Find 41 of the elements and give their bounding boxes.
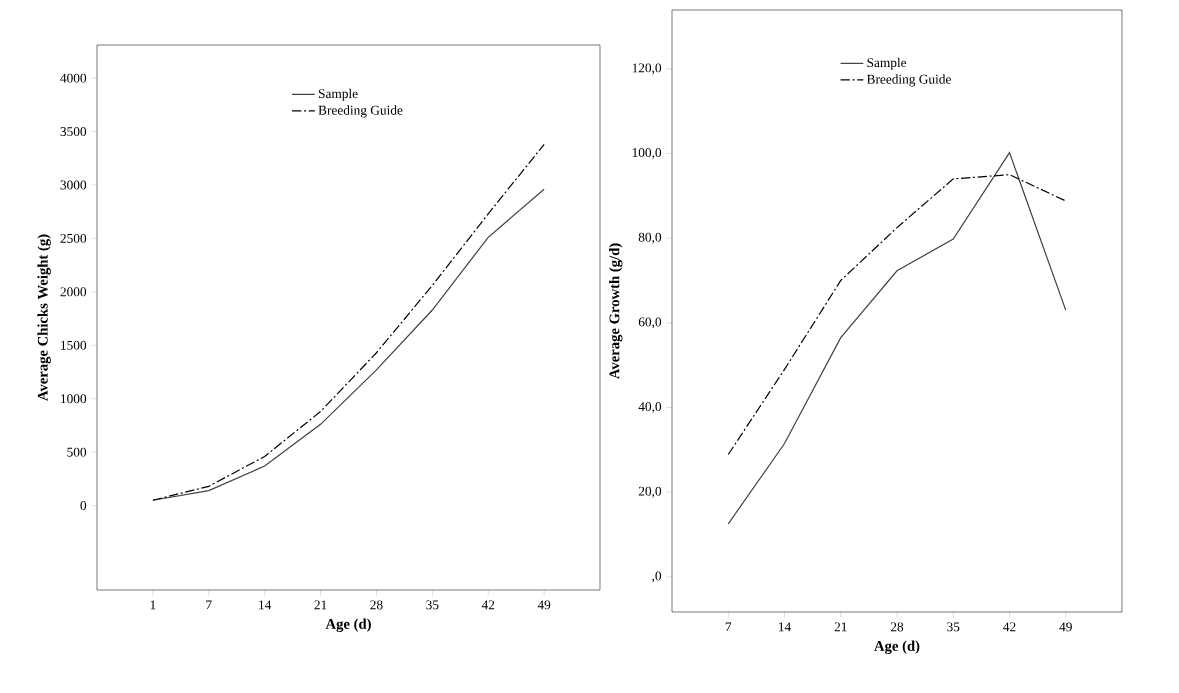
y-tick-label: 2500 xyxy=(60,233,87,243)
x-tick-label: 49 xyxy=(1059,622,1072,632)
x-tick-label: 35 xyxy=(426,600,439,610)
x-tick-label: 49 xyxy=(537,600,551,610)
x-tick-label: 7 xyxy=(206,600,212,610)
line-series xyxy=(727,174,1067,456)
y-tick-label: 100,0 xyxy=(632,148,662,159)
x-tick-label: 1 xyxy=(150,600,156,610)
y-tick-label: 500 xyxy=(67,447,87,457)
y-tick-label: 4000 xyxy=(60,73,87,83)
x-tick-label: 14 xyxy=(259,600,272,610)
legend-label: Breeding Guide xyxy=(318,105,403,118)
legend-label: Breeding Guide xyxy=(866,74,951,87)
line-series xyxy=(727,152,1067,525)
y-tick-label: 3500 xyxy=(60,127,87,137)
y-tick-label: 1500 xyxy=(61,340,87,350)
legend-label: Sample xyxy=(867,57,907,70)
x-tick-label: 28 xyxy=(890,622,904,632)
y-tick-label: 2000 xyxy=(60,287,87,297)
x-tick-label: 7 xyxy=(725,622,732,632)
x-axis-title: Age (d) xyxy=(874,640,920,654)
y-tick-label: 1000 xyxy=(61,394,87,404)
x-tick-label: 42 xyxy=(481,600,495,610)
y-axis-title: Average Growth (g/d) xyxy=(609,243,623,379)
x-axis-title: Age (d) xyxy=(325,618,371,632)
legend-label: Sample xyxy=(318,88,358,101)
y-tick-label: 0 xyxy=(80,501,87,511)
y-tick-label: 120,0 xyxy=(632,63,662,75)
y-axis-title: Average Chicks Weight (g) xyxy=(37,234,51,401)
x-tick-label: 14 xyxy=(779,622,791,632)
x-tick-label: 42 xyxy=(1003,622,1016,632)
x-tick-label: 28 xyxy=(370,600,383,610)
y-tick-label: 40,0 xyxy=(638,402,662,413)
y-tick-label: 80,0 xyxy=(638,232,662,244)
y-tick-label: 20,0 xyxy=(638,486,662,498)
y-tick-label: 60,0 xyxy=(638,317,662,329)
x-tick-label: 35 xyxy=(947,622,960,632)
x-tick-label: 21 xyxy=(834,622,847,632)
y-tick-label: ,0 xyxy=(652,571,662,583)
x-tick-label: 21 xyxy=(314,600,327,610)
y-tick-label: 3000 xyxy=(60,180,87,190)
